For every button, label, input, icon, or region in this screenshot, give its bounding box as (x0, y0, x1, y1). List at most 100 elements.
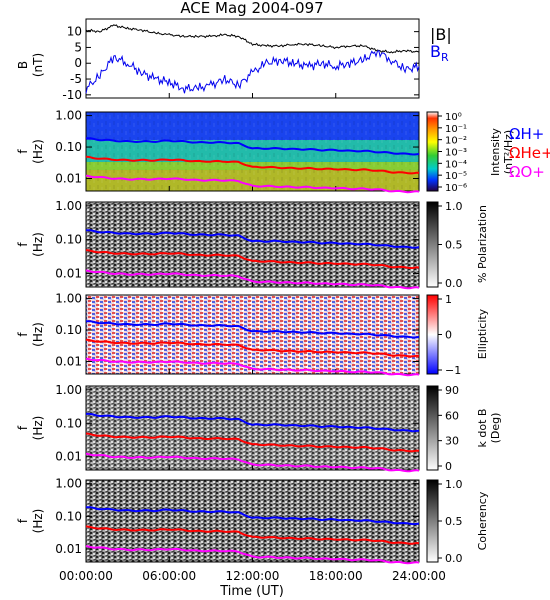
b-series-line-radial (85, 49, 420, 94)
colorbar-intensity-unit: (nT²/Hz) (502, 130, 515, 174)
x-tick-label: 24:00:00 (392, 569, 446, 583)
gyro-line-h-plus (85, 320, 420, 339)
freq-tick-label: 0.01 (55, 542, 82, 556)
colorbar-ellipticity (426, 294, 439, 375)
x-tick-label: 06:00:00 (142, 569, 196, 583)
colorbar-k-dot-b (426, 385, 439, 471)
gyro-line-he-plus (85, 338, 420, 358)
b-y-ticks: 105 0 -5 -10 (62, 25, 420, 102)
freq-tick-label: 0.01 (55, 267, 82, 281)
colorbar-tick-label: 1.0 (445, 200, 463, 213)
figure-title: ACE Mag 2004-097 (180, 0, 323, 17)
freq-tick-label: 0.10 (55, 509, 82, 523)
freq-tick-label: 0.10 (55, 323, 82, 337)
b-plot-frame (85, 18, 420, 99)
colorbar-polarization-label: % Polarization (476, 205, 489, 283)
colorbar-coherency (426, 479, 439, 563)
colorbar-tick-label: 0 (445, 329, 452, 342)
freq-tick-label: 1.00 (55, 199, 82, 213)
gyrofrequency-legend: ΩH+ ΩHe+ ΩO+ (509, 125, 550, 181)
b-y-tick-label: -10 (62, 88, 82, 102)
colorbar-tick-label: 0 (445, 460, 452, 473)
panel-magnetic-field: 105 0 -5 -10 B (nT) |B| BR (16, 18, 452, 102)
colorbar-tick-label: 10⁻⁶ (445, 183, 467, 194)
freq-tick-label: 0.01 (55, 354, 82, 368)
gyro-line-o-plus (85, 269, 420, 290)
legend-omega-he-text: ΩHe+ (509, 144, 550, 162)
freq-ylabel: f (16, 425, 30, 430)
b-series-line-total (85, 24, 420, 54)
legend-omega-h-text: ΩH+ (509, 125, 544, 143)
x-tick-label: 12:00:00 (226, 569, 280, 583)
gyro-line-o-plus (85, 452, 420, 473)
colorbar-tick-label: 10⁻³ (445, 148, 467, 159)
x-tick-label: 18:00:00 (309, 569, 363, 583)
gyro-line-he-plus (85, 432, 420, 453)
gyro-line-he-plus (85, 249, 420, 269)
colorbar-polarization (426, 201, 439, 288)
x-axis-ticks: 00:00:00 06:00:00 12:00:00 18:00:00 24:00:00 (59, 569, 446, 583)
gyro-line-o-plus (85, 545, 420, 565)
freq-yunit: (Hz) (31, 232, 45, 257)
freq-yunit: (Hz) (31, 322, 45, 347)
b-y-tick-label: -5 (70, 72, 82, 86)
frequency-axes: 1.000.100.01f (Hz)1.000.100.01f (Hz)1.000.… (16, 109, 420, 562)
b-y-tick-label: 0 (74, 56, 82, 70)
colorbar-k-dot-b-unit: (Deg) (489, 413, 502, 444)
colorbar-tick-label: 60 (445, 409, 459, 422)
freq-ylabel: f (16, 518, 30, 523)
colorbar-tick-label: 1.0 (445, 478, 463, 491)
gyro-line-o-plus (85, 174, 420, 194)
legend-b-r: BR (430, 42, 449, 64)
x-axis-label: Time (UT) (219, 584, 284, 599)
legend-omega-o: ΩO+ (509, 163, 545, 181)
colorbar-intensity-label: Intensity (489, 128, 502, 176)
legend-b-total: |B| (430, 25, 452, 44)
gyro-line-h-plus (85, 506, 420, 526)
colorbar-tick-label: 30 (445, 435, 459, 448)
colorbar-tick-label: 10⁻¹ (445, 124, 467, 135)
colorbar-tick-label: 0.0 (445, 552, 463, 565)
freq-yunit: (Hz) (31, 509, 45, 534)
freq-tick-label: 1.00 (55, 477, 82, 491)
freq-tick-label: 0.01 (55, 450, 82, 464)
freq-yunit: (Hz) (31, 139, 45, 164)
colorbar-tick-label: 0.5 (445, 239, 463, 252)
colorbar-tick-label: 0.0 (445, 277, 463, 290)
colorbar-tick-label: −1 (445, 364, 461, 377)
gyro-line-he-plus (85, 155, 420, 175)
colorbar-tick-label: 0.5 (445, 515, 463, 528)
colorbar-tick-label: 10⁻⁵ (445, 171, 467, 182)
colorbar-k-dot-b-label: k dot B (476, 409, 489, 448)
freq-tick-label: 1.00 (55, 292, 82, 306)
b-ylabel: B (16, 61, 30, 69)
gyro-line-h-plus (85, 137, 420, 156)
gyro-line-o-plus (85, 357, 420, 377)
b-yunit: (nT) (31, 53, 45, 77)
freq-tick-label: 0.10 (55, 416, 82, 430)
b-series (85, 24, 420, 94)
colorbar-tick-label: 90 (445, 384, 459, 397)
colorbars (426, 111, 439, 563)
freq-ylabel: f (16, 242, 30, 247)
colorbar-ellipticity-label: Ellipticity (476, 308, 489, 359)
colorbar-tick-label: 10⁻⁴ (445, 159, 467, 170)
colorbar-tick-label: 1 (445, 293, 452, 306)
freq-ylabel: f (16, 149, 30, 154)
b-y-tick-label: 10 (67, 25, 82, 39)
freq-tick-label: 1.00 (55, 383, 82, 397)
freq-tick-label: 0.10 (55, 140, 82, 154)
colorbar-intensity (426, 111, 439, 192)
gyro-line-h-plus (85, 412, 420, 433)
x-tick-label: 00:00:00 (59, 569, 113, 583)
colorbar-tick-label: 10⁻² (445, 136, 467, 147)
legend-omega-he: ΩHe+ (509, 144, 550, 162)
gyro-line-he-plus (85, 525, 420, 545)
freq-yunit: (Hz) (31, 416, 45, 441)
freq-tick-label: 1.00 (55, 109, 82, 123)
colorbar-tick-label: 10⁰ (445, 112, 462, 123)
freq-tick-label: 0.01 (55, 171, 82, 185)
gyro-line-h-plus (85, 229, 420, 249)
